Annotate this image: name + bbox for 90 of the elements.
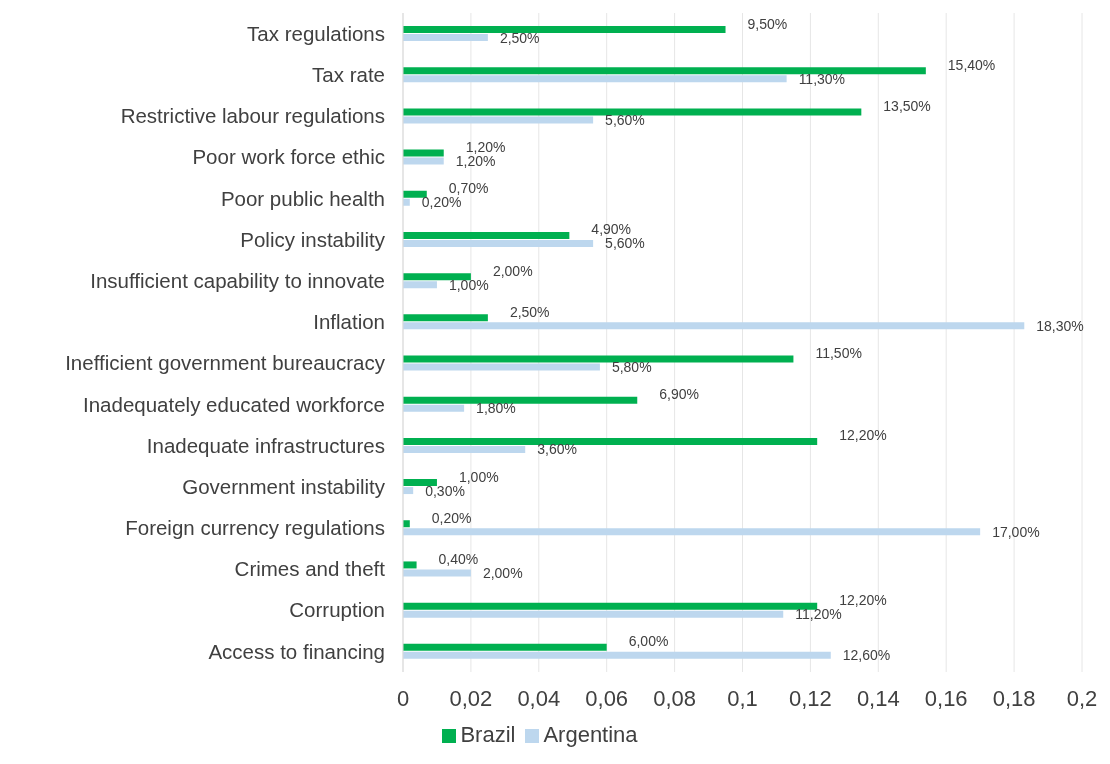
data-label: 11,30% [798,70,846,87]
bar [403,602,818,610]
data-label: 18,30% [1036,317,1084,334]
bar [403,108,862,116]
y-tick-label: Tax regulations [247,21,385,45]
x-tick-label: 0 [396,685,410,711]
y-tick-label: Poor public health [220,186,385,210]
bar [403,528,981,536]
bar [403,396,638,404]
bar [403,322,1025,330]
data-label: 1,20% [465,139,506,156]
data-label: 5,60% [605,111,645,128]
data-label: 5,60% [605,235,645,252]
x-tick-label: 0,04 [517,685,561,711]
y-tick-label: Inefficient government bureaucracy [65,351,386,375]
bar [403,314,488,322]
data-label: 15,40% [947,56,996,73]
data-label: 2,00% [492,262,533,279]
y-tick-label: Restrictive labour regulations [120,104,385,128]
bar [403,34,488,41]
data-label: 12,20% [839,427,887,444]
bar [403,149,444,157]
data-label: 6,90% [659,386,699,403]
y-tick-label: Crimes and theft [234,557,386,581]
bar [403,157,444,165]
x-tick-label: 0,08 [653,685,697,711]
x-tick-label: 0,02 [449,685,493,711]
data-label: 0,40% [438,550,479,567]
data-label: 9,50% [747,15,788,32]
data-label: 6,00% [628,633,669,650]
data-label: 0,70% [448,180,489,197]
data-label: 2,50% [509,303,550,320]
y-tick-label: Access to financing [208,639,385,663]
bar [403,355,794,363]
x-tick-label: 0,2 [1066,685,1098,711]
bar [403,404,465,412]
legend-label: Brazil [460,722,516,747]
bar [403,445,526,453]
legend-label: Argentina [543,722,638,747]
data-label: 0,20% [431,509,472,526]
y-tick-label: Inadequate infrastructures [146,433,385,457]
bar [403,651,831,659]
data-label: 17,00% [992,523,1040,540]
x-tick-label: 0,06 [585,685,629,711]
bar [403,479,437,487]
data-label: 12,20% [839,592,887,609]
data-label: 11,20% [795,606,842,623]
y-tick-label: Tax rate [312,63,385,87]
data-label: 11,50% [815,345,862,361]
x-tick-label: 0,12 [788,685,832,711]
bar [403,281,437,289]
y-tick-label: Inflation [313,310,385,334]
y-tick-label: Poor work force ethic [192,145,385,169]
bar [403,75,787,83]
bar [403,231,570,239]
data-label: 12,60% [842,647,891,664]
y-tick-label: Corruption [289,598,385,622]
bar [403,437,818,445]
data-label: 1,00% [458,468,499,485]
data-label: 0,30% [425,482,465,499]
bar [403,239,594,247]
y-tick-label: Government instability [182,474,386,498]
y-tick-label: Insufficient capability to innovate [90,269,385,292]
bar [403,561,417,569]
bar [403,26,726,33]
y-tick-label: Policy instability [240,227,386,251]
x-tick-label: 0,14 [856,685,900,711]
bar [403,116,594,124]
data-label: 0,20% [421,194,462,211]
data-label: 2,50% [499,29,540,46]
bar [403,569,471,577]
data-label: 4,90% [591,221,632,238]
x-tick-label: 0,18 [992,685,1036,711]
data-label: 2,00% [482,564,523,581]
bar [403,363,600,371]
x-tick-label: 0,1 [727,685,758,711]
data-label: 5,80% [611,359,652,375]
bar [403,610,784,618]
data-label: 3,60% [537,441,577,458]
y-tick-label: Inadequately educated workforce [82,392,385,416]
x-tick-label: 0,16 [924,685,968,711]
data-label: 1,00% [448,276,489,293]
data-label: 13,50% [883,97,931,114]
y-tick-label: Foreign currency regulations [125,516,385,540]
bar [403,273,471,281]
bar [403,190,427,198]
bar [403,67,926,75]
data-label: 1,20% [455,153,496,170]
data-label: 1,80% [476,400,516,417]
bar [403,643,607,651]
